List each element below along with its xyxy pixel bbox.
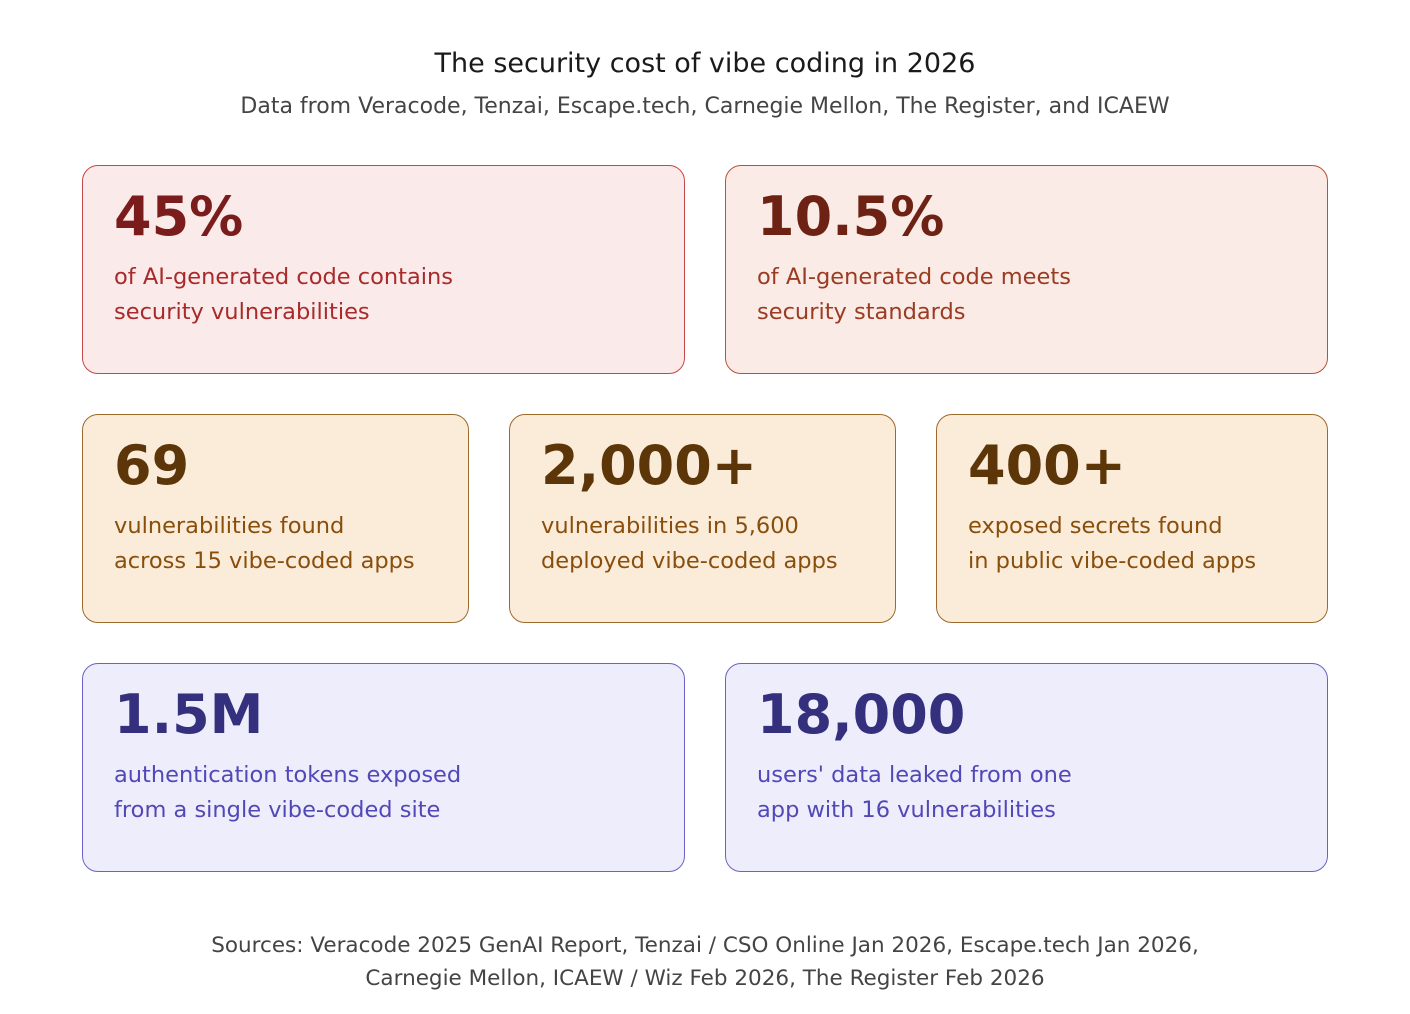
stat-description: of AI-generated code contains security v… bbox=[114, 264, 454, 325]
page-subtitle: Data from Veracode, Tenzai, Escape.tech,… bbox=[240, 94, 1170, 119]
stat-description: vulnerabilities found across 15 vibe-cod… bbox=[114, 513, 415, 574]
stat-value: 2,000+ bbox=[541, 434, 758, 497]
stat-card-vulns-15-apps: 69 vulnerabilities found across 15 vibe-… bbox=[82, 414, 469, 623]
stat-description: authentication tokens exposed from a sin… bbox=[114, 762, 462, 823]
stat-value: 69 bbox=[114, 434, 190, 497]
stat-card-users-leaked: 18,000 users' data leaked from one app w… bbox=[725, 663, 1328, 872]
stat-value: 10.5% bbox=[757, 185, 945, 248]
stat-description: vulnerabilities in 5,600 deployed vibe-c… bbox=[541, 513, 838, 574]
stat-card-exposed-secrets: 400+ exposed secrets found in public vib… bbox=[936, 414, 1328, 623]
sources-footnote: Sources: Veracode 2025 GenAI Report, Ten… bbox=[211, 933, 1199, 991]
page-title: The security cost of vibe coding in 2026 bbox=[434, 48, 976, 79]
stat-value: 18,000 bbox=[757, 683, 966, 746]
stat-value: 45% bbox=[114, 185, 244, 248]
stat-value: 1.5M bbox=[114, 683, 264, 746]
stat-card-auth-tokens: 1.5M authentication tokens exposed from … bbox=[82, 663, 685, 872]
stat-value: 400+ bbox=[968, 434, 1126, 497]
stat-description: exposed secrets found in public vibe-cod… bbox=[968, 513, 1257, 574]
stat-card-vulns-5600-apps: 2,000+ vulnerabilities in 5,600 deployed… bbox=[509, 414, 896, 623]
stat-card-vulnerable-code: 45% of AI-generated code contains securi… bbox=[82, 165, 685, 374]
stat-description: users' data leaked from one app with 16 … bbox=[757, 762, 1072, 823]
stat-card-secure-code: 10.5% of AI-generated code meets securit… bbox=[725, 165, 1328, 374]
stat-description: of AI-generated code meets security stan… bbox=[757, 264, 1071, 325]
